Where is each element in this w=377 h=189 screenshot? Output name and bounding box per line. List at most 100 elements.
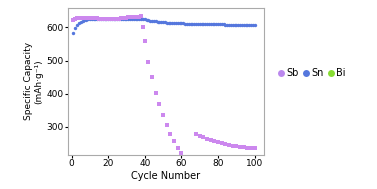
Point bbox=[237, 146, 243, 149]
Point bbox=[142, 18, 148, 21]
Point bbox=[147, 19, 153, 22]
Point bbox=[129, 16, 135, 19]
Point bbox=[155, 20, 161, 23]
Point bbox=[94, 18, 100, 21]
Point bbox=[101, 17, 107, 20]
Point bbox=[169, 22, 175, 25]
Point bbox=[189, 163, 195, 166]
Point bbox=[246, 24, 252, 27]
Point bbox=[100, 18, 106, 21]
Point bbox=[136, 18, 143, 21]
Point bbox=[173, 22, 179, 25]
Point bbox=[242, 24, 248, 27]
Point bbox=[158, 21, 164, 24]
Point bbox=[156, 21, 162, 24]
Point bbox=[78, 20, 84, 23]
Point bbox=[116, 17, 122, 20]
Point bbox=[219, 23, 225, 26]
Point bbox=[107, 18, 113, 21]
Point bbox=[215, 141, 221, 144]
Point bbox=[195, 23, 201, 26]
Point bbox=[226, 143, 232, 146]
Point bbox=[129, 18, 135, 21]
Point bbox=[118, 17, 124, 20]
Point bbox=[201, 136, 207, 139]
Point bbox=[83, 18, 89, 21]
Point bbox=[175, 22, 181, 25]
Point bbox=[81, 19, 87, 22]
Point bbox=[180, 22, 186, 25]
Point bbox=[222, 23, 228, 26]
Point bbox=[204, 137, 210, 140]
Point bbox=[233, 145, 239, 148]
Point bbox=[85, 18, 91, 21]
Point bbox=[140, 18, 146, 21]
Point bbox=[219, 142, 225, 145]
Point bbox=[74, 17, 80, 20]
Point bbox=[140, 26, 146, 29]
Point bbox=[166, 21, 172, 24]
Point bbox=[189, 22, 195, 25]
Point bbox=[127, 16, 133, 19]
Point bbox=[124, 18, 130, 21]
Point bbox=[103, 18, 109, 21]
Point bbox=[72, 17, 78, 20]
Point bbox=[230, 144, 236, 147]
Point bbox=[136, 15, 143, 18]
Point bbox=[160, 114, 166, 117]
Point bbox=[80, 17, 86, 20]
Point bbox=[211, 23, 218, 26]
Point bbox=[164, 21, 170, 24]
Point bbox=[78, 17, 84, 20]
Point bbox=[186, 22, 192, 25]
Point bbox=[164, 124, 170, 127]
Point bbox=[188, 22, 194, 25]
Point bbox=[149, 76, 155, 79]
Point bbox=[244, 24, 250, 27]
Point bbox=[215, 23, 221, 26]
Point bbox=[167, 133, 173, 136]
Point bbox=[239, 23, 245, 26]
Point bbox=[116, 18, 122, 21]
Point bbox=[110, 18, 116, 21]
Point bbox=[184, 22, 190, 25]
Point bbox=[178, 152, 184, 155]
Y-axis label: Specific Capacity
(mAh·g⁻¹): Specific Capacity (mAh·g⁻¹) bbox=[24, 42, 44, 120]
Point bbox=[210, 23, 216, 26]
Point bbox=[76, 17, 82, 20]
Point bbox=[109, 17, 115, 20]
Point bbox=[241, 24, 247, 27]
Point bbox=[222, 143, 228, 146]
Point bbox=[120, 17, 126, 20]
Point bbox=[89, 17, 95, 20]
Point bbox=[153, 91, 159, 94]
Point bbox=[101, 18, 107, 21]
Point bbox=[96, 18, 102, 21]
Point bbox=[131, 18, 137, 21]
Point bbox=[98, 18, 104, 21]
Point bbox=[135, 15, 141, 18]
Point bbox=[85, 17, 91, 20]
Point bbox=[233, 23, 239, 26]
Point bbox=[144, 19, 150, 22]
Point bbox=[114, 17, 120, 20]
Point bbox=[252, 147, 258, 150]
Point bbox=[171, 140, 177, 143]
Point bbox=[138, 15, 144, 18]
Point bbox=[138, 18, 144, 21]
Point bbox=[133, 18, 139, 21]
Point bbox=[162, 21, 168, 24]
Point bbox=[182, 156, 188, 159]
Point bbox=[146, 19, 152, 22]
Point bbox=[90, 18, 97, 21]
Point bbox=[160, 21, 166, 24]
Point bbox=[250, 24, 256, 27]
Legend: Sb, Sn, Bi: Sb, Sn, Bi bbox=[279, 68, 346, 78]
Point bbox=[230, 23, 236, 26]
Point bbox=[114, 18, 120, 21]
Point bbox=[235, 23, 241, 26]
Point bbox=[182, 22, 188, 25]
Point bbox=[149, 19, 155, 22]
Point bbox=[110, 17, 116, 20]
Point bbox=[90, 17, 97, 20]
